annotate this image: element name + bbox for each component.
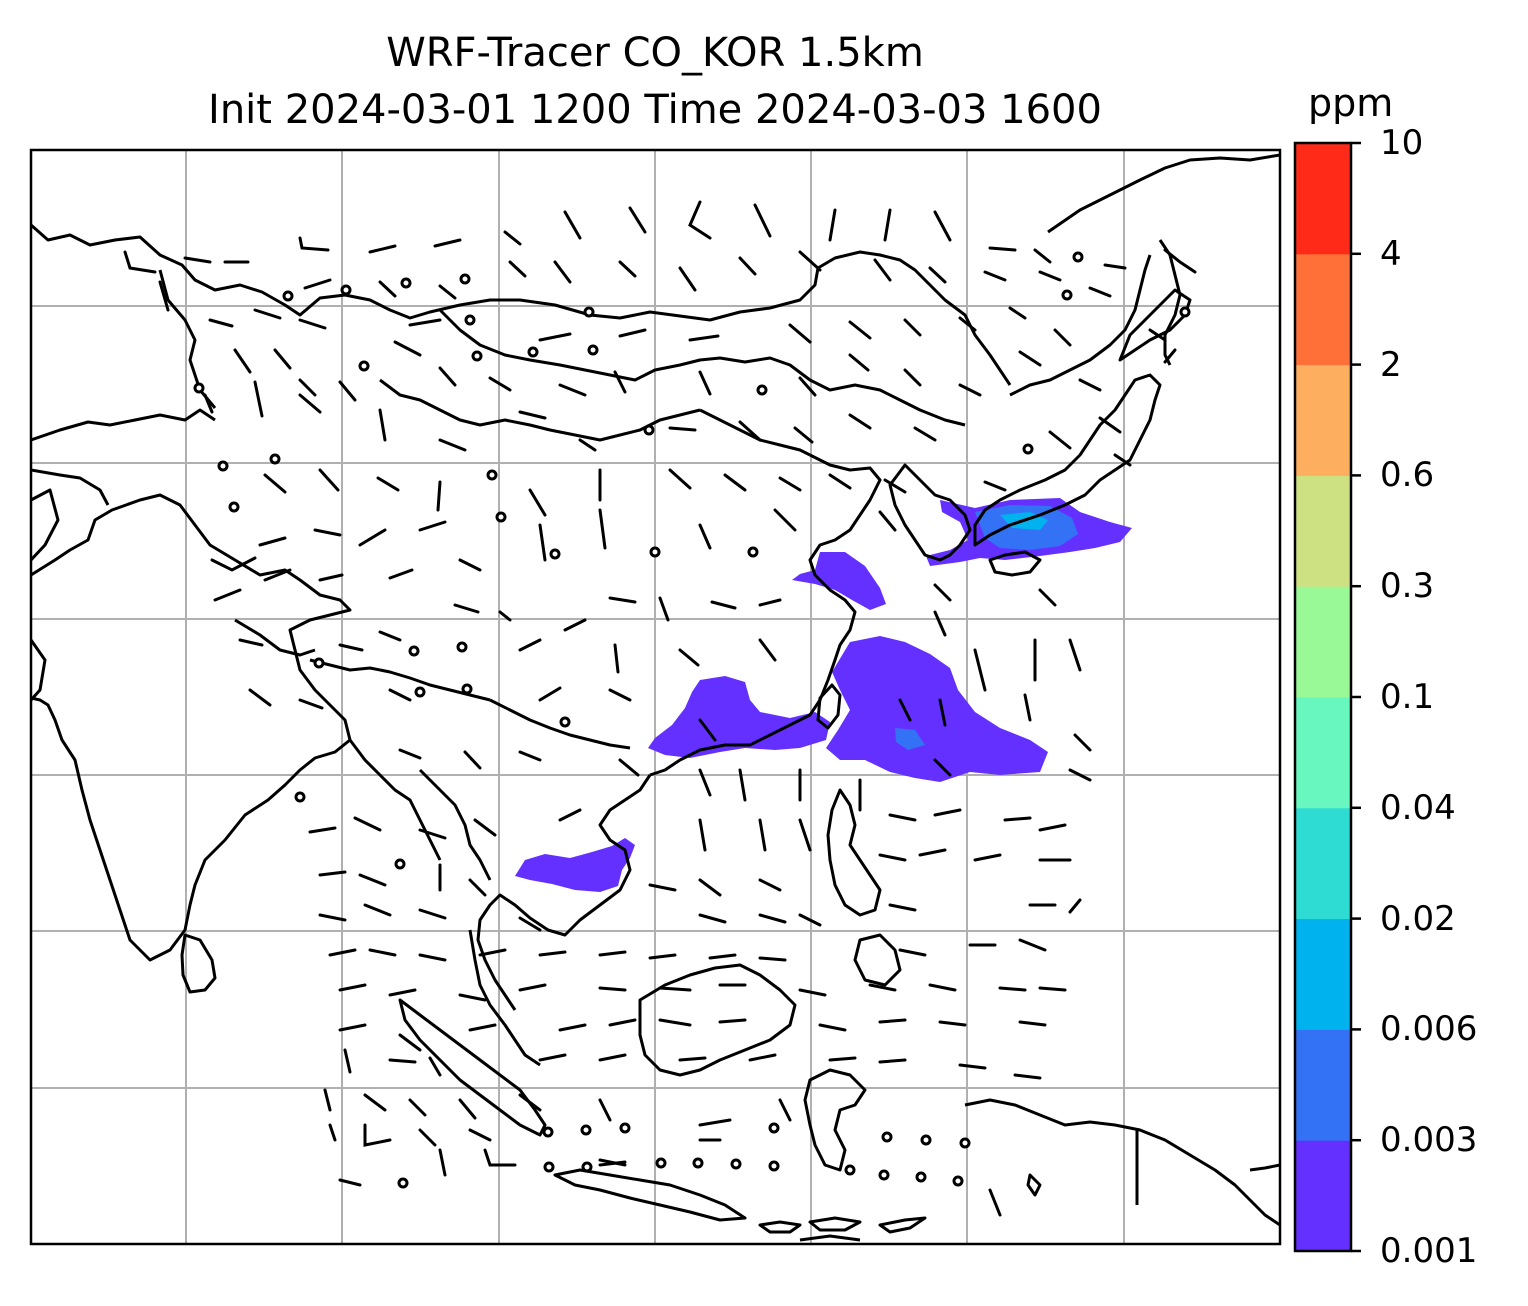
colorbar-tick-label: 0.02 [1380,898,1456,939]
coastlines [31,153,1280,1242]
colorbar-ticks [1351,141,1361,1253]
colorbar-tick-label: 4 [1380,233,1402,274]
colorbar-segment [1295,918,1351,1030]
colorbar-tick-label: 0.1 [1380,677,1435,717]
colorbar-segment [1295,807,1351,920]
plume-vietnam [515,838,635,892]
colorbar-segment [1295,697,1351,809]
colorbar-segment [1295,586,1351,698]
colorbar-tick-label: 10 [1380,123,1424,163]
wind-barbs [123,200,1197,1217]
colorbar-tick-label: 0.6 [1380,455,1435,496]
plume-east-china-sea-core [895,728,925,750]
map-title-line1: WRF-Tracer CO_KOR 1.5km [386,30,924,76]
colorbar-segments [1295,143,1351,1252]
map-title-line2: Init 2024-03-01 1200 Time 2024-03-03 160… [208,87,1102,133]
colorbar-tick-label: 0.04 [1380,787,1456,828]
colorbar-unit-label: ppm [1308,81,1394,125]
plume-east-china-sea [826,636,1048,782]
plume-china-coast [648,676,830,758]
colorbar-segment [1295,364,1351,476]
colorbar-tick-label: 0.3 [1380,566,1435,607]
colorbar-segment [1295,253,1351,366]
gridlines [31,150,1280,1244]
calm-markers [193,251,1191,1189]
map-frame [29,148,1282,1246]
colorbar-segment [1295,475,1351,587]
colorbar-tick-label: 0.003 [1380,1120,1478,1161]
colorbar-tick-label: 0.006 [1380,1009,1478,1050]
colorbar-tick-label: 0.001 [1380,1231,1478,1271]
colorbar-segment [1295,1029,1351,1141]
tracer-plumes [515,498,1132,892]
colorbar-segment [1295,143,1351,255]
colorbar-tick-label: 2 [1380,344,1402,385]
plume-korea [792,552,886,610]
colorbar-segment [1295,1140,1351,1252]
